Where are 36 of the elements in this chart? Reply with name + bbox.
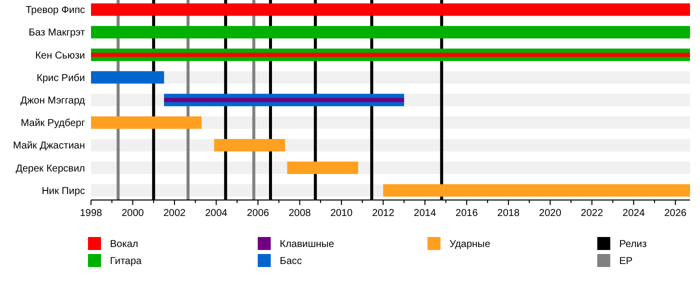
x-tick-label: 2022 xyxy=(580,208,604,219)
x-tick-label: 2004 xyxy=(205,208,228,219)
legend-label: EP xyxy=(619,256,633,267)
legend-label: Вокал xyxy=(110,239,138,250)
bar xyxy=(91,116,202,129)
bar xyxy=(214,138,286,152)
bar xyxy=(164,98,404,102)
bar xyxy=(287,162,358,174)
legend-label: Ударные xyxy=(450,239,491,250)
y-tick-label: Тревор Фипс xyxy=(26,5,85,16)
legend-label: Релиз xyxy=(619,239,648,250)
y-tick-label: Баз Макгрэт xyxy=(28,28,86,39)
x-tick-label: 2010 xyxy=(330,208,354,219)
legend-label: Клавишные xyxy=(280,239,335,250)
x-tick-label: 2012 xyxy=(372,208,395,219)
legend-label: Гитара xyxy=(110,256,142,267)
y-tick-label: Крис Риби xyxy=(36,72,85,84)
x-tick-label: 2020 xyxy=(539,208,562,219)
y-tick-label: Майк Джастиан xyxy=(12,140,85,152)
x-tick-label: 1998 xyxy=(80,208,103,219)
x-tick-label: 2024 xyxy=(622,208,646,219)
x-tick-label: 2002 xyxy=(163,208,186,219)
y-tick-label: Дерек Керсвил xyxy=(16,163,86,174)
y-tick-label: Майк Рудберг xyxy=(20,118,86,130)
bar xyxy=(91,71,164,84)
x-tick-label: 2006 xyxy=(246,208,270,219)
x-tick-label: 2008 xyxy=(288,208,312,219)
x-tick-label: 2018 xyxy=(497,208,520,219)
y-tick-label: Кен Сьюзи xyxy=(35,50,85,62)
y-tick-label: Джон Мэггард xyxy=(20,96,86,106)
x-tick-label: 2026 xyxy=(664,208,687,219)
x-tick-label: 2000 xyxy=(122,208,144,219)
x-tick-label: 2014 xyxy=(414,208,436,219)
legend-label: Басс xyxy=(280,256,302,267)
x-tick-label: 2016 xyxy=(456,208,478,219)
y-tick-label: Ник Пирс xyxy=(42,186,85,197)
